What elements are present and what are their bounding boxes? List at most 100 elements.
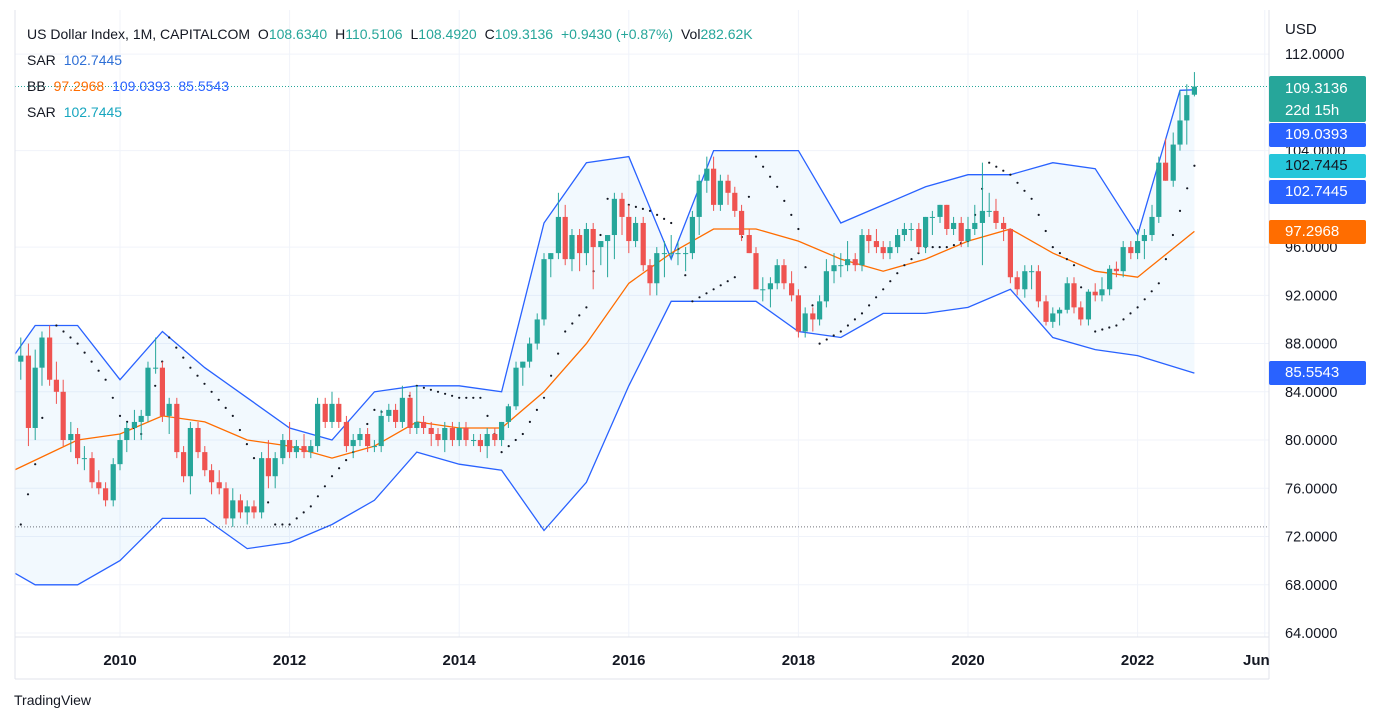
- candle: [1092, 283, 1098, 302]
- sar-dot: [634, 205, 638, 208]
- currency-label[interactable]: USD: [1285, 21, 1317, 38]
- candle-body: [505, 406, 511, 422]
- candle: [746, 228, 752, 254]
- candle: [887, 241, 893, 260]
- sar-dot: [875, 296, 878, 299]
- candle-body: [1177, 120, 1183, 145]
- sar-legend-1[interactable]: SAR 102.7445: [27, 51, 126, 69]
- candle: [428, 421, 434, 447]
- candle: [1099, 277, 1105, 302]
- candle-body: [1043, 301, 1049, 322]
- candle-body: [1113, 268, 1119, 272]
- sar-dot: [1094, 330, 1097, 333]
- sar-dot: [882, 288, 885, 291]
- candle-body: [795, 295, 801, 332]
- candle: [322, 397, 328, 428]
- candle: [208, 464, 215, 495]
- candle: [944, 204, 950, 236]
- open-value: 108.6340: [268, 26, 328, 42]
- sar-dot: [1157, 282, 1160, 285]
- sar-dot: [818, 342, 821, 345]
- candle: [1170, 132, 1176, 187]
- price-tick-label: 96.0000: [1285, 240, 1337, 256]
- candle: [117, 434, 123, 471]
- candle-body: [202, 452, 208, 471]
- price-tick-label: 72.0000: [1285, 530, 1337, 546]
- last-price-tag: 109.3136 22d 15h: [1269, 76, 1366, 122]
- candle: [668, 235, 674, 260]
- candle: [1184, 84, 1190, 145]
- candle: [916, 222, 922, 254]
- sar-legend-2[interactable]: SAR 102.7445: [27, 103, 126, 121]
- candle-body: [802, 313, 808, 332]
- candle: [654, 247, 660, 296]
- candle: [60, 379, 66, 447]
- sar-dot: [245, 443, 248, 446]
- candle: [852, 253, 858, 272]
- candle: [237, 494, 244, 519]
- sar-dot: [41, 416, 44, 419]
- candle-body: [442, 427, 448, 441]
- candle-body: [153, 367, 159, 369]
- price-axis[interactable]: 112.0000104.000096.000092.000088.000084.…: [1285, 47, 1345, 642]
- candle-body: [1001, 222, 1007, 229]
- time-tick-label: 2012: [273, 652, 306, 669]
- bb-legend[interactable]: BB 97.2968 109.0393 85.5543: [27, 77, 233, 95]
- candle: [505, 403, 511, 428]
- candle: [696, 174, 702, 236]
- sar-dot: [1016, 181, 1019, 184]
- time-axis[interactable]: 2010 2012 2014 2016 2018 2020 2022 Jun: [103, 652, 1269, 669]
- sar-dot: [521, 432, 524, 436]
- candle-body: [562, 216, 568, 260]
- candle-body: [640, 222, 646, 266]
- sar-dot: [330, 475, 334, 478]
- candle-body: [343, 421, 350, 447]
- candle: [1128, 241, 1134, 260]
- candle-body: [237, 500, 244, 513]
- time-tick-label: 2020: [951, 652, 984, 669]
- candle-body: [68, 434, 74, 441]
- sar-dot: [868, 304, 871, 307]
- candle-body: [378, 415, 384, 447]
- symbol-title[interactable]: US Dollar Index, 1M, CAPITALCOM: [27, 26, 251, 42]
- candle-body: [823, 271, 829, 302]
- candle: [442, 421, 448, 453]
- candle-body: [817, 301, 823, 320]
- candle-body: [838, 265, 844, 267]
- sar-dot: [557, 352, 560, 355]
- tradingview-brand[interactable]: TradingView: [14, 692, 92, 708]
- candle: [590, 222, 596, 290]
- open-label: O: [257, 26, 269, 42]
- candle: [583, 222, 589, 266]
- candle-body: [471, 440, 477, 442]
- candle: [725, 174, 731, 205]
- sar-dot: [1065, 258, 1068, 261]
- candle-body: [675, 253, 681, 255]
- candle-body: [880, 247, 886, 254]
- candle-body: [463, 427, 469, 441]
- candle-body: [166, 403, 172, 416]
- sar-dot: [472, 396, 475, 399]
- candle-body: [774, 265, 780, 284]
- candle: [174, 397, 180, 459]
- candle-body: [102, 488, 109, 501]
- sar-dot: [1143, 298, 1146, 301]
- candle: [802, 307, 808, 338]
- candle-body: [696, 180, 702, 217]
- sar-dot: [1037, 213, 1040, 216]
- sar-dot: [55, 324, 58, 327]
- candle-body: [287, 440, 293, 453]
- candle: [343, 415, 350, 453]
- candle-body: [746, 235, 752, 254]
- sar-dot: [1023, 189, 1026, 192]
- candle-body: [717, 180, 723, 205]
- candle: [647, 259, 653, 296]
- candle: [923, 216, 929, 254]
- candle: [844, 241, 851, 272]
- candle: [626, 204, 632, 254]
- sar-dot: [267, 501, 270, 504]
- sar-dot: [1150, 290, 1153, 293]
- candle: [287, 421, 293, 459]
- candle: [420, 415, 427, 435]
